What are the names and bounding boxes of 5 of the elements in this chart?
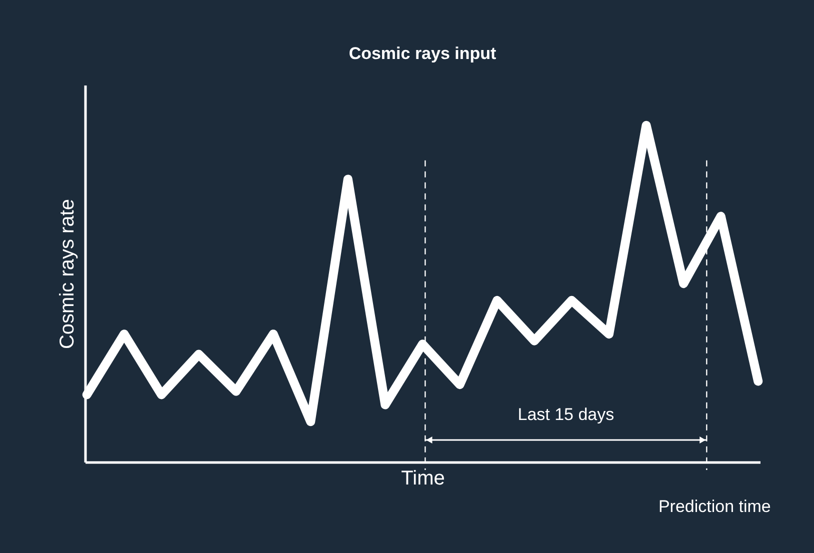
y-axis-title: Cosmic rays rate bbox=[56, 198, 78, 350]
x-axis-title: Time bbox=[401, 468, 445, 490]
chart-title: Cosmic rays input bbox=[348, 44, 497, 63]
annotation: Last 15 days bbox=[518, 405, 614, 424]
text: Prediction time bbox=[658, 497, 771, 516]
